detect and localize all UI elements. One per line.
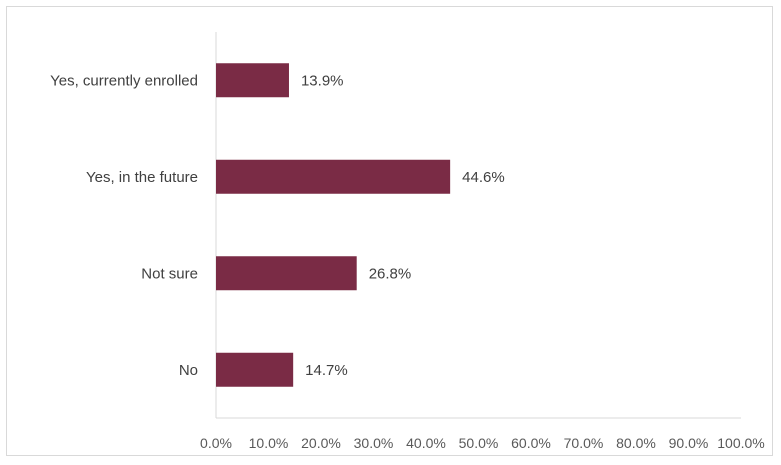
x-tick-label: 0.0% <box>200 435 232 451</box>
x-tick-label: 50.0% <box>459 435 499 451</box>
category-label: Not sure <box>141 265 198 282</box>
x-tick-label: 70.0% <box>564 435 604 451</box>
category-labels: Yes, currently enrolled Yes, in the futur… <box>50 72 198 379</box>
chart-frame <box>6 6 773 456</box>
data-label: 14.7% <box>305 362 348 379</box>
x-tick-label: 90.0% <box>669 435 709 451</box>
bar <box>216 352 294 387</box>
category-label: Yes, in the future <box>86 169 198 186</box>
bar <box>216 159 451 194</box>
x-tick-label: 60.0% <box>511 435 551 451</box>
data-label: 13.9% <box>301 72 344 89</box>
x-tick-label: 40.0% <box>406 435 446 451</box>
x-tick-labels: 0.0% 10.0% 20.0% 30.0% 40.0% 50.0% 60.0% 70.0% 8… <box>200 435 765 451</box>
category-label: No <box>179 362 198 379</box>
bar <box>216 256 357 291</box>
data-label: 26.8% <box>369 265 412 282</box>
data-label: 44.6% <box>462 169 505 186</box>
chart-axes <box>215 32 741 419</box>
bar <box>216 63 289 98</box>
x-tick-label: 30.0% <box>354 435 394 451</box>
x-tick-label: 100.0% <box>717 435 764 451</box>
chart-bars <box>216 63 451 387</box>
value-labels: 13.9% 44.6% 26.8% 14.7% <box>301 72 505 379</box>
category-label: Yes, currently enrolled <box>50 72 198 89</box>
x-tick-label: 10.0% <box>249 435 289 451</box>
x-tick-label: 20.0% <box>301 435 341 451</box>
x-tick-label: 80.0% <box>616 435 656 451</box>
